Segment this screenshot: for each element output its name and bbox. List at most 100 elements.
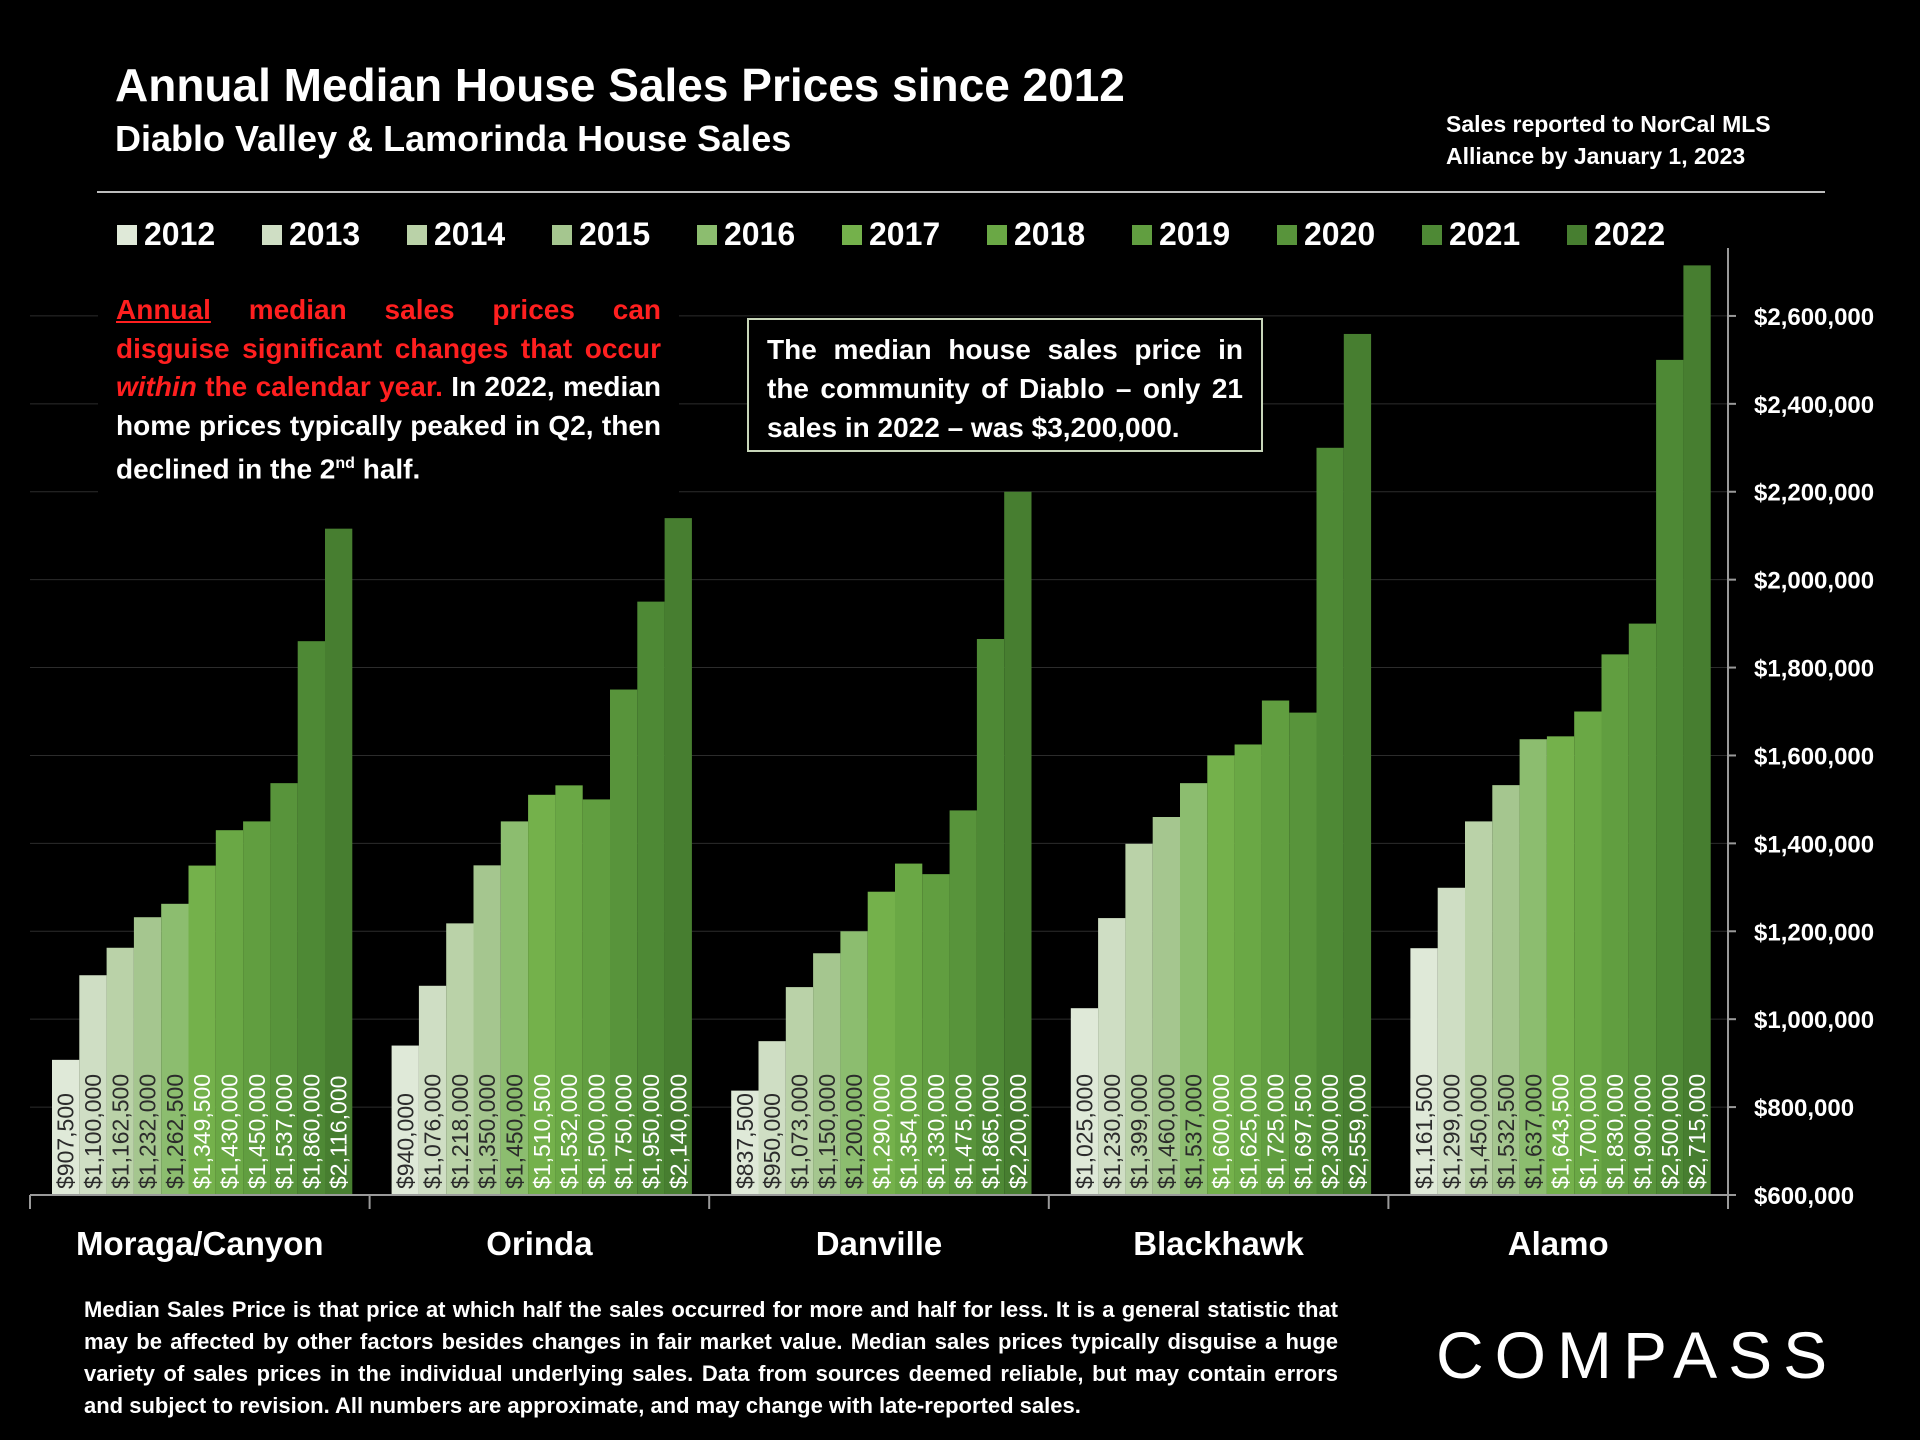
bar-alamo-2022 — [1683, 265, 1711, 1195]
legend-label: 2022 — [1594, 216, 1666, 252]
bar-blackhawk-2015 — [1152, 817, 1180, 1195]
legend-label: 2020 — [1304, 216, 1376, 252]
bar-orinda-2022 — [664, 518, 692, 1195]
data-label: $1,299,000 — [1438, 1074, 1464, 1189]
legend-swatch — [262, 224, 282, 245]
data-label: $1,860,000 — [298, 1074, 324, 1189]
legend-label: 2017 — [869, 216, 941, 252]
note-red-text: median sales prices can disguise signifi… — [116, 294, 661, 364]
bar-danville-2021 — [976, 638, 1005, 1195]
data-label: $2,200,000 — [1005, 1074, 1031, 1189]
data-label: $1,354,000 — [896, 1074, 922, 1189]
category-label: Blackhawk — [1133, 1225, 1304, 1262]
data-label: $1,076,000 — [420, 1074, 446, 1189]
legend-swatch — [1132, 224, 1152, 245]
data-label: $1,537,000 — [271, 1074, 297, 1189]
bar-moraga-canyon-2017 — [188, 865, 216, 1195]
bar-danville-2018 — [895, 863, 923, 1195]
bar-orinda-2020 — [610, 689, 638, 1195]
source-note: Sales reported to NorCal MLS Alliance by… — [1446, 111, 1771, 169]
data-label: $1,161,500 — [1411, 1074, 1437, 1189]
data-label: $1,697,500 — [1290, 1074, 1316, 1189]
legend-item-2021: 2021 — [1422, 216, 1567, 253]
bar-moraga-canyon-2016 — [161, 903, 189, 1195]
data-label: $1,500,000 — [583, 1074, 609, 1189]
data-label: $1,532,500 — [1493, 1074, 1519, 1189]
data-label: $1,262,500 — [162, 1074, 188, 1189]
data-label: $2,715,000 — [1684, 1074, 1710, 1189]
footer-disclaimer: Median Sales Price is that price at whic… — [84, 1297, 1338, 1418]
data-label: $1,100,000 — [80, 1074, 106, 1189]
title-divider — [97, 191, 1825, 193]
data-label: $907,500 — [53, 1093, 79, 1189]
data-label: $1,450,000 — [1466, 1074, 1492, 1189]
legend-swatch — [842, 224, 862, 245]
legend-item-2016: 2016 — [697, 216, 842, 253]
bar-chart: $600,000 $800,000 $1,000,000 $1,200,000 $1,4… — [29, 248, 1874, 1262]
y-tick-label: $1,600,000 — [1754, 743, 1874, 770]
legend-item-2014: 2014 — [407, 216, 552, 253]
data-label: $1,200,000 — [841, 1074, 867, 1189]
legend-swatch — [697, 224, 717, 245]
data-label: $1,750,000 — [611, 1074, 637, 1189]
data-label: $1,025,000 — [1071, 1074, 1097, 1189]
y-tick-label: $1,800,000 — [1754, 656, 1874, 683]
note-white-text: In 2022, median home prices typically pe… — [116, 371, 661, 485]
legend-label: 2016 — [724, 216, 796, 252]
bar-blackhawk-2022 — [1343, 333, 1372, 1195]
y-tick-label: $2,600,000 — [1754, 304, 1874, 331]
legend-swatch — [552, 224, 572, 245]
legend-item-2012: 2012 — [117, 216, 262, 253]
legend-swatch — [117, 224, 137, 245]
bar-orinda-2018 — [555, 785, 583, 1195]
data-label: $2,116,000 — [326, 1076, 352, 1189]
data-label: $1,399,000 — [1126, 1074, 1152, 1189]
bar-orinda-2019 — [582, 799, 610, 1195]
bar-danville-2022 — [1004, 491, 1032, 1196]
data-label: $1,637,000 — [1520, 1074, 1546, 1189]
category-label: Danville — [816, 1225, 943, 1262]
bar-danville-2016 — [840, 931, 868, 1195]
data-label: $1,830,000 — [1602, 1074, 1628, 1189]
data-label: $1,162,500 — [107, 1074, 133, 1189]
bar-alamo-2014 — [1465, 821, 1493, 1195]
data-label: $837,500 — [732, 1093, 758, 1189]
bar-blackhawk-2021 — [1316, 447, 1344, 1195]
bar-alamo-2012 — [1410, 948, 1438, 1195]
legend-swatch — [407, 224, 427, 245]
data-label: $940,000 — [392, 1093, 418, 1189]
bar-danville-2017 — [867, 891, 895, 1195]
bar-blackhawk-2017 — [1207, 755, 1235, 1195]
bar-alamo-2016 — [1519, 739, 1547, 1195]
legend-label: 2015 — [579, 216, 651, 252]
legend: 2012 2013 2014 2015 2016 2017 2018 2019 2020 2021… — [117, 216, 1712, 253]
legend-item-2019: 2019 — [1132, 216, 1277, 253]
data-label: $1,643,500 — [1548, 1074, 1574, 1189]
legend-item-2015: 2015 — [552, 216, 697, 253]
bar-orinda-2016 — [500, 821, 529, 1195]
bar-orinda-2017 — [528, 794, 556, 1195]
bar-danville-2019 — [922, 874, 950, 1195]
bar-orinda-2013 — [418, 985, 447, 1195]
bar-alamo-2015 — [1492, 785, 1520, 1195]
bar-orinda-2015 — [473, 865, 501, 1195]
legend-item-2020: 2020 — [1277, 216, 1422, 253]
data-label: $1,725,000 — [1263, 1074, 1289, 1189]
bar-moraga-canyon-2021 — [297, 641, 325, 1195]
data-label: $950,000 — [759, 1093, 785, 1189]
data-label: $1,290,000 — [868, 1074, 894, 1189]
chart-subtitle: Diablo Valley & Lamorinda House Sales — [115, 118, 792, 159]
y-tick-label: $2,200,000 — [1754, 480, 1874, 507]
y-tick-label: $2,400,000 — [1754, 392, 1874, 419]
legend-label: 2019 — [1159, 216, 1231, 252]
bar-moraga-canyon-2019 — [243, 821, 271, 1195]
legend-item-2022: 2022 — [1567, 216, 1712, 253]
data-label: $1,218,000 — [447, 1074, 473, 1189]
data-label: $1,430,000 — [216, 1074, 242, 1189]
data-label: $1,510,500 — [529, 1074, 555, 1189]
bar-blackhawk-2014 — [1125, 843, 1153, 1195]
bar-alamo-2020 — [1628, 623, 1657, 1195]
bar-alamo-2021 — [1656, 359, 1684, 1195]
data-label: $1,232,000 — [135, 1074, 161, 1189]
diablo-note-box: The median house sales price in the comm… — [747, 318, 1263, 452]
